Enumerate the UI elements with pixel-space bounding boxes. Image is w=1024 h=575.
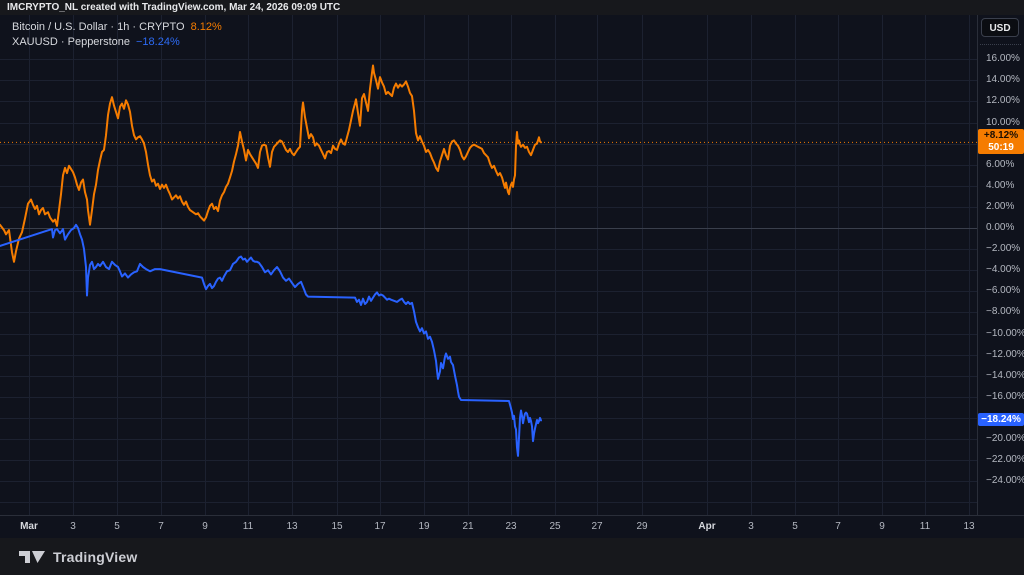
time-axis-label: 3	[70, 521, 76, 532]
time-axis[interactable]: Mar 3 5 7 9 11 13 15 17 19 21 23 25 27 29 Apr 3 5 7 9 11 13	[0, 515, 1024, 538]
time-axis-label: 11	[242, 521, 254, 532]
footer-bar: TradingView	[0, 538, 1024, 575]
badge-value: +8.12%	[983, 130, 1019, 142]
tradingview-wordmark: TradingView	[53, 548, 138, 565]
time-axis-label: 15	[331, 521, 343, 532]
legend-change-xauusd: −18.24%	[136, 36, 180, 48]
legend-row-bitcoin[interactable]: Bitcoin / U.S. Dollar · 1h · CRYPTO 8.12%	[12, 20, 222, 35]
bitcoin-price-badge: +8.12% 50:19	[978, 129, 1024, 155]
time-axis-label: 25	[549, 521, 561, 532]
time-axis-label: 3	[748, 521, 754, 532]
price-axis-label: 16.00%	[986, 53, 1020, 65]
xauusd-series-line[interactable]	[0, 223, 542, 457]
time-axis-label: 9	[879, 521, 885, 532]
price-axis-label: −2.00%	[986, 243, 1021, 255]
badge-value: −18.24%	[981, 414, 1021, 426]
price-axis-label: −8.00%	[986, 306, 1021, 318]
price-axis-label: 12.00%	[986, 95, 1020, 107]
legend-row-xauusd[interactable]: XAUUSD · Pepperstone −18.24%	[12, 35, 222, 50]
time-axis-label: 17	[374, 521, 386, 532]
currency-toggle-button[interactable]: USD	[981, 18, 1019, 37]
legend-symbol-xauusd: XAUUSD · Pepperstone	[12, 36, 130, 48]
axis-dotted-separator	[980, 44, 1021, 45]
time-axis-label: 23	[505, 521, 517, 532]
time-axis-label: 9	[202, 521, 208, 532]
time-axis-label: 19	[418, 521, 430, 532]
time-axis-label: 5	[792, 521, 798, 532]
price-axis-label: −12.00%	[986, 348, 1024, 360]
time-axis-label: Mar	[20, 521, 38, 532]
price-axis-label: 2.00%	[986, 200, 1015, 212]
time-axis-label: 11	[919, 521, 931, 532]
attribution-bar: IMCRYPTO_NL created with TradingView.com…	[0, 0, 1024, 15]
chart-legend: Bitcoin / U.S. Dollar · 1h · CRYPTO 8.12%…	[12, 20, 222, 50]
xauusd-price-badge: −18.24%	[978, 413, 1024, 427]
price-axis-label: 0.00%	[986, 222, 1015, 233]
time-axis-label: 13	[286, 521, 298, 532]
price-axis-label: 14.00%	[986, 74, 1020, 86]
price-axis-label: −24.00%	[986, 475, 1024, 487]
price-axis[interactable]: USD 16.00% 14.00% 12.00% 10.00% 6.00% 4.00% 2.…	[977, 15, 1024, 515]
time-axis-label: 29	[636, 521, 648, 532]
attribution-text: IMCRYPTO_NL created with TradingView.com…	[7, 2, 341, 13]
price-axis-label: −10.00%	[986, 327, 1024, 339]
legend-symbol-bitcoin: Bitcoin / U.S. Dollar · 1h · CRYPTO	[12, 21, 185, 33]
time-axis-label: 21	[462, 521, 474, 532]
tradingview-mark-icon	[19, 550, 45, 563]
price-axis-label: −22.00%	[986, 454, 1024, 466]
price-axis-label: −20.00%	[986, 433, 1024, 444]
time-axis-label: 7	[835, 521, 841, 532]
time-axis-label: 5	[114, 521, 120, 532]
legend-change-bitcoin: 8.12%	[190, 21, 222, 33]
price-axis-label: −4.00%	[986, 264, 1021, 276]
badge-countdown: 50:19	[988, 142, 1014, 154]
price-axis-label: −14.00%	[986, 369, 1024, 381]
time-axis-label: 13	[963, 521, 975, 532]
tradingview-logo[interactable]: TradingView	[19, 549, 137, 565]
bitcoin-series-line[interactable]	[0, 64, 542, 263]
price-axis-label: −6.00%	[986, 285, 1021, 297]
price-axis-label: −16.00%	[986, 390, 1024, 402]
price-axis-label: 6.00%	[986, 158, 1015, 170]
price-axis-label: 4.00%	[986, 179, 1015, 191]
price-chart-pane[interactable]	[0, 0, 977, 515]
price-axis-label: 10.00%	[986, 116, 1020, 128]
time-axis-label: Apr	[698, 521, 716, 532]
time-axis-label: 27	[591, 521, 603, 532]
time-axis-label: 7	[158, 521, 164, 532]
